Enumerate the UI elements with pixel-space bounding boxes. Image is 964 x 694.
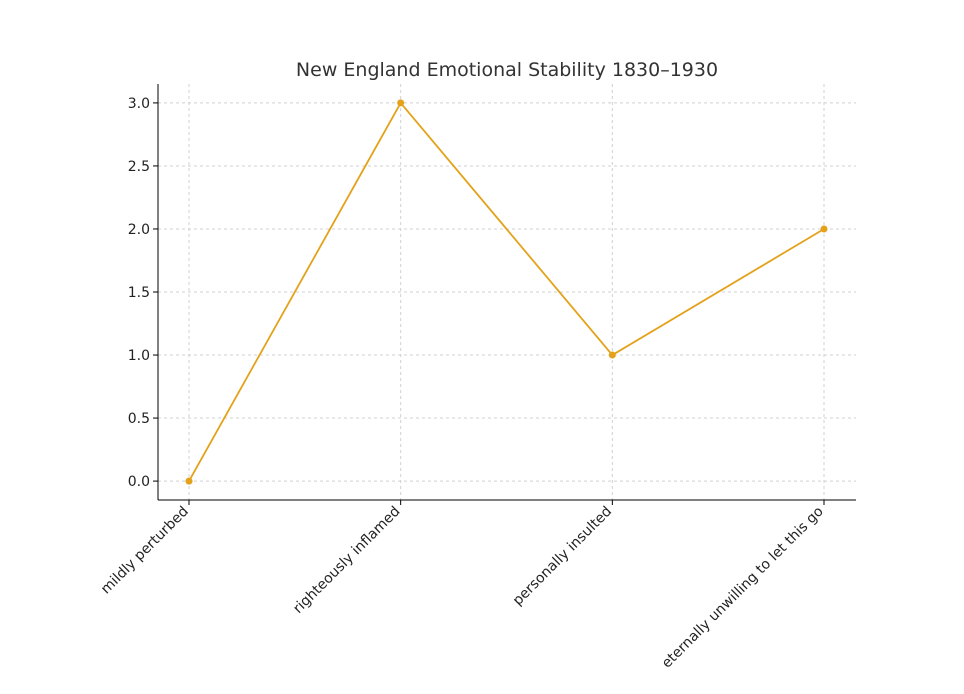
data-point bbox=[185, 477, 193, 485]
chart-title: New England Emotional Stability 1830–193… bbox=[296, 59, 718, 81]
y-tick-label: 3.0 bbox=[128, 96, 150, 112]
x-tick-label: mildly perturbed bbox=[98, 504, 192, 598]
series bbox=[185, 99, 828, 485]
y-tick-label: 2.0 bbox=[128, 222, 150, 238]
y-tick-label: 0.0 bbox=[128, 474, 150, 490]
grid bbox=[158, 84, 856, 500]
x-tick-label: eternally unwilling to let this go bbox=[659, 504, 827, 672]
x-tick-label: righteously inflamed bbox=[290, 504, 403, 617]
y-tick-label: 2.5 bbox=[128, 159, 150, 175]
data-point bbox=[397, 99, 405, 107]
y-tick-label: 1.5 bbox=[128, 285, 150, 301]
x-tick-label: personally insulted bbox=[510, 504, 615, 609]
data-point bbox=[820, 225, 828, 233]
data-point bbox=[608, 351, 616, 359]
series-line bbox=[188, 101, 825, 482]
y-tick-label: 1.0 bbox=[128, 348, 150, 364]
x-ticks: mildly perturbed righteously inflamed pers… bbox=[98, 500, 827, 671]
y-tick-label: 0.5 bbox=[128, 411, 150, 427]
y-ticks: 0.0 0.5 1.0 1.5 2.0 2.5 3.0 bbox=[128, 96, 158, 490]
